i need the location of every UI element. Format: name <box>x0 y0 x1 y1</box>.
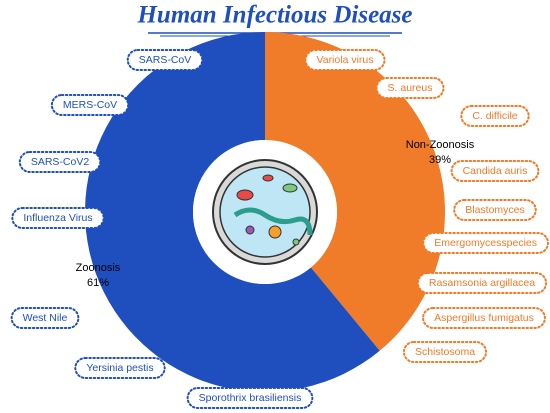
example-pill: C. difficile <box>460 105 530 127</box>
petri-dish-icon <box>193 140 337 284</box>
donut-slice <box>85 32 380 392</box>
pill-text: S. aureus <box>388 82 433 94</box>
pill-border <box>126 49 204 71</box>
pill-border <box>460 105 530 127</box>
donut <box>85 32 446 392</box>
example-pill: Rasamsonia argillacea <box>416 272 548 294</box>
chart-title: Human Infectious Disease <box>136 2 412 29</box>
pill-border <box>422 307 546 329</box>
pill-text: C. difficile <box>472 110 517 122</box>
pill-text: Emergomycesspecies <box>434 237 537 249</box>
example-pill: Candida auris <box>450 160 540 182</box>
pill-border <box>375 77 445 99</box>
pill-text: Yersinia pestis <box>86 362 153 374</box>
pill-border <box>50 94 130 116</box>
pill-text: Candida auris <box>463 165 528 177</box>
example-pill: Blastomyces <box>453 199 537 221</box>
pill-text: Schistosoma <box>415 346 475 358</box>
pill-border <box>402 341 488 363</box>
example-pill: West Nile <box>10 307 80 329</box>
pill-border <box>304 49 386 71</box>
example-pill: Yersinia pestis <box>74 357 166 379</box>
pill-border <box>10 307 80 329</box>
pill-border <box>450 160 540 182</box>
pill-border <box>11 207 105 229</box>
pill-text: Rasamsonia argillacea <box>429 277 535 289</box>
pill-text: Sporothrix brasiliensis <box>199 392 302 404</box>
example-pill: MERS-CoV <box>50 94 130 116</box>
pill-text: MERS-CoV <box>63 99 117 111</box>
example-pill: SARS-CoV2 <box>18 151 102 173</box>
pill-text: Influenza Virus <box>23 212 92 224</box>
slice-value-label: 39% <box>429 154 451 166</box>
pill-border <box>453 199 537 221</box>
example-pill: Emergomycesspecies <box>422 232 549 254</box>
slice-label: Non-Zoonosis <box>406 139 475 151</box>
pill-text: Aspergillus fumigatus <box>434 312 534 324</box>
pill-text: Blastomyces <box>465 204 525 216</box>
slice-label: Zoonosis <box>76 262 121 274</box>
pill-text: SARS-CoV2 <box>31 156 90 168</box>
example-pill: SARS-CoV <box>126 49 204 71</box>
pill-text: SARS-CoV <box>139 54 192 66</box>
example-pill: Aspergillus fumigatus <box>422 307 546 329</box>
example-pill: S. aureus <box>375 77 445 99</box>
example-pill: Variola virus <box>304 49 386 71</box>
pill-border <box>186 387 314 409</box>
pill-text: West Nile <box>23 312 68 324</box>
donut-slice <box>265 32 446 351</box>
slice-value-label: 61% <box>87 277 109 289</box>
example-pill: Sporothrix brasiliensis <box>186 387 314 409</box>
pill-border <box>416 272 548 294</box>
pill-border <box>18 151 102 173</box>
example-pill: Influenza Virus <box>11 207 105 229</box>
example-pill: Schistosoma <box>402 341 488 363</box>
pill-border <box>422 232 549 254</box>
pill-text: Variola virus <box>317 54 374 66</box>
pill-border <box>74 357 166 379</box>
